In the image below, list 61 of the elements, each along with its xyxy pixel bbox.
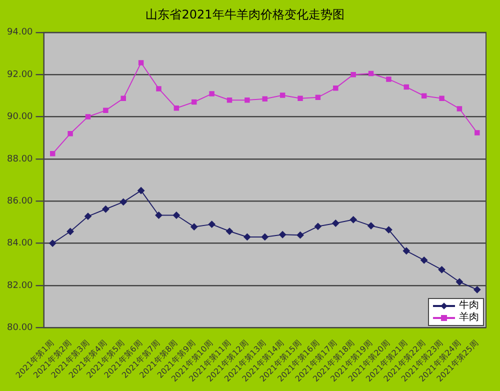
point bbox=[244, 233, 251, 240]
y-tick-label: 88.00 bbox=[7, 154, 34, 164]
point bbox=[350, 72, 356, 78]
point bbox=[120, 96, 126, 102]
point bbox=[386, 76, 392, 82]
y-tick-label: 86.00 bbox=[7, 196, 34, 206]
point bbox=[474, 130, 480, 136]
point bbox=[208, 220, 216, 228]
point bbox=[138, 187, 145, 194]
y-tick-label: 90.00 bbox=[7, 112, 34, 122]
point bbox=[244, 97, 250, 103]
y-tick-label: 84.00 bbox=[7, 238, 34, 249]
point bbox=[192, 99, 197, 105]
point bbox=[120, 198, 127, 206]
point bbox=[456, 106, 462, 112]
point bbox=[190, 223, 198, 230]
point bbox=[280, 92, 286, 98]
point bbox=[226, 228, 234, 235]
point bbox=[333, 85, 338, 91]
point bbox=[226, 97, 232, 103]
y-tick-label: 92.00 bbox=[7, 70, 34, 80]
point bbox=[368, 70, 374, 76]
point bbox=[138, 60, 144, 66]
point bbox=[103, 108, 108, 114]
point bbox=[438, 266, 446, 274]
point bbox=[50, 151, 56, 156]
point bbox=[421, 93, 427, 98]
point bbox=[156, 86, 162, 92]
point bbox=[209, 91, 214, 96]
point bbox=[314, 222, 322, 230]
point bbox=[315, 94, 321, 100]
point bbox=[404, 84, 410, 90]
point bbox=[439, 96, 444, 102]
legend-label: 羊肉 bbox=[459, 312, 479, 324]
point bbox=[155, 212, 162, 219]
point bbox=[102, 206, 110, 213]
point bbox=[261, 233, 268, 240]
point bbox=[296, 232, 304, 239]
point bbox=[350, 216, 357, 224]
point bbox=[66, 228, 74, 235]
point bbox=[420, 256, 428, 264]
point bbox=[84, 212, 92, 220]
y-tick-label: 82.00 bbox=[7, 280, 34, 291]
point bbox=[262, 96, 268, 102]
point bbox=[49, 240, 56, 247]
point bbox=[474, 286, 481, 294]
point bbox=[85, 114, 91, 120]
point bbox=[298, 96, 303, 102]
point bbox=[368, 222, 375, 230]
point bbox=[174, 105, 180, 111]
point bbox=[385, 226, 392, 234]
point bbox=[68, 131, 73, 136]
chart-title: 山东省2021年牛羊肉价格变化走势图 bbox=[146, 7, 344, 22]
point bbox=[456, 278, 463, 286]
legend-label: 牛肉 bbox=[459, 300, 479, 312]
y-tick-label: 94.00 bbox=[7, 28, 34, 38]
y-tick-label: 80.00 bbox=[7, 322, 34, 333]
point bbox=[172, 212, 180, 219]
point bbox=[279, 231, 286, 238]
point bbox=[332, 220, 340, 227]
point bbox=[402, 247, 410, 254]
